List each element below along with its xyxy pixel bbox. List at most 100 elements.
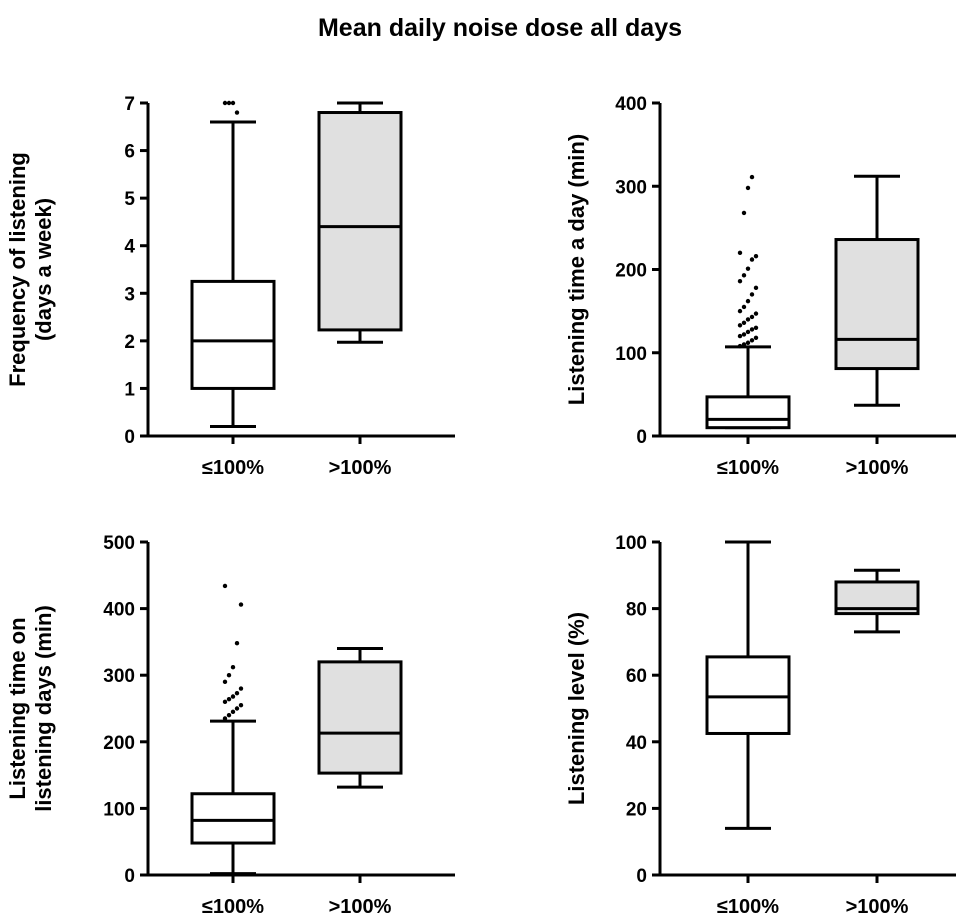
y-tick-label: 80 xyxy=(626,600,647,621)
outlier-point xyxy=(753,285,759,291)
y-tick-label: 400 xyxy=(103,600,135,621)
y-axis-label: (days a week) xyxy=(31,198,56,341)
outlier-point xyxy=(230,709,236,715)
outlier-point xyxy=(749,174,755,180)
outlier-point xyxy=(222,100,228,106)
outlier-point xyxy=(749,314,755,320)
box-iqr xyxy=(705,395,791,430)
chart-panels: 0 1 2 3 4 5 6 7 ≤100% >100% Frequency of listening… xyxy=(5,94,956,916)
outlier-point xyxy=(234,641,240,646)
outlier-point xyxy=(745,340,751,345)
outlier-point xyxy=(741,332,747,337)
outlier-point xyxy=(741,342,747,347)
box-iqr xyxy=(190,792,276,845)
outlier-point xyxy=(745,266,751,271)
y-axis-label: Frequency of listening xyxy=(5,152,30,387)
chart-panel-3: 0 100 200 300 400 500 ≤100% >100% Listening time… xyxy=(5,533,455,916)
x-tick-label: >100% xyxy=(329,896,392,916)
x-tick-label: ≤100% xyxy=(717,896,779,916)
y-tick-label: 400 xyxy=(615,94,647,115)
outlier-point xyxy=(234,690,240,696)
y-tick-label: 200 xyxy=(615,261,647,282)
y-tick-label: 100 xyxy=(615,533,647,554)
outlier-point xyxy=(753,325,759,330)
outlier-point xyxy=(745,329,751,335)
y-tick-label: 500 xyxy=(103,533,135,554)
outlier-point xyxy=(753,311,759,316)
outlier-point xyxy=(737,278,743,284)
y-tick-label: 7 xyxy=(124,94,135,115)
y-tick-label: 20 xyxy=(626,799,647,820)
outlier-point xyxy=(753,335,759,340)
y-tick-label: 100 xyxy=(103,799,135,820)
y-axis-label: listening days (min) xyxy=(31,605,56,812)
outlier-point xyxy=(238,686,244,691)
outlier-point xyxy=(222,583,228,589)
y-tick-label: 1 xyxy=(124,379,135,400)
outlier-point xyxy=(230,100,236,106)
y-tick-label: 2 xyxy=(124,332,135,353)
y-tick-label: 300 xyxy=(103,666,135,687)
outlier-point xyxy=(226,712,232,718)
y-tick-label: 40 xyxy=(626,733,647,754)
box-iqr xyxy=(705,655,791,735)
y-tick-label: 60 xyxy=(626,666,647,687)
y-tick-label: 0 xyxy=(124,427,135,448)
outlier-point xyxy=(753,253,759,259)
outlier-point xyxy=(745,317,751,322)
outlier-point xyxy=(745,185,751,191)
chart-panel-2: 0 100 200 300 400 ≤100% >100% Listening time a … xyxy=(564,94,956,479)
box-iqr xyxy=(317,111,403,332)
outlier-point xyxy=(230,665,236,670)
y-tick-label: 5 xyxy=(124,189,135,210)
box-iqr xyxy=(834,238,920,371)
y-tick-label: 0 xyxy=(124,866,135,887)
y-tick-label: 3 xyxy=(124,284,135,305)
x-tick-label: ≤100% xyxy=(717,457,779,479)
outlier-point xyxy=(222,716,228,721)
outlier-point xyxy=(222,699,228,705)
outlier-point xyxy=(238,702,244,708)
y-axis-label: Listening level (%) xyxy=(564,612,589,805)
y-tick-label: 4 xyxy=(124,237,135,258)
outlier-point xyxy=(741,304,747,310)
x-tick-label: ≤100% xyxy=(202,896,264,916)
chart-main-title: Mean daily noise dose all days xyxy=(318,14,682,42)
outlier-point xyxy=(741,273,747,278)
outlier-point xyxy=(234,706,240,711)
outlier-point xyxy=(737,323,743,328)
y-tick-label: 0 xyxy=(636,866,647,887)
outlier-point xyxy=(749,257,755,262)
x-tick-label: >100% xyxy=(329,457,392,479)
outlier-point xyxy=(226,673,232,678)
outlier-point xyxy=(737,308,743,314)
outlier-point xyxy=(234,110,240,115)
outlier-point xyxy=(737,333,743,339)
x-tick-label: >100% xyxy=(846,896,909,916)
y-tick-label: 300 xyxy=(615,177,647,198)
y-tick-label: 0 xyxy=(636,427,647,448)
outlier-point xyxy=(226,100,232,106)
outlier-point xyxy=(741,320,747,325)
chart-panel-1: 0 1 2 3 4 5 6 7 ≤100% >100% Frequency of listening… xyxy=(5,94,455,479)
y-tick-label: 6 xyxy=(124,142,135,163)
outlier-point xyxy=(749,327,755,332)
outlier-point xyxy=(226,696,232,702)
outlier-point xyxy=(741,210,747,216)
outlier-point xyxy=(745,298,751,304)
outlier-point xyxy=(749,338,755,343)
x-tick-label: ≤100% xyxy=(202,457,264,479)
outlier-point xyxy=(737,343,743,349)
outlier-point xyxy=(238,602,244,607)
outlier-point xyxy=(737,250,743,256)
outlier-point xyxy=(222,679,228,685)
outlier-point xyxy=(749,292,755,297)
box-iqr xyxy=(190,279,276,390)
chart-panel-4: 0 20 40 60 80 100 ≤100% >100% Listening level (%… xyxy=(564,533,956,916)
outlier-point xyxy=(230,694,236,699)
y-axis-label: Listening time a day (min) xyxy=(564,134,589,405)
x-tick-label: >100% xyxy=(846,457,909,479)
y-axis-label: Listening time on xyxy=(5,617,30,799)
box-iqr xyxy=(317,660,403,775)
